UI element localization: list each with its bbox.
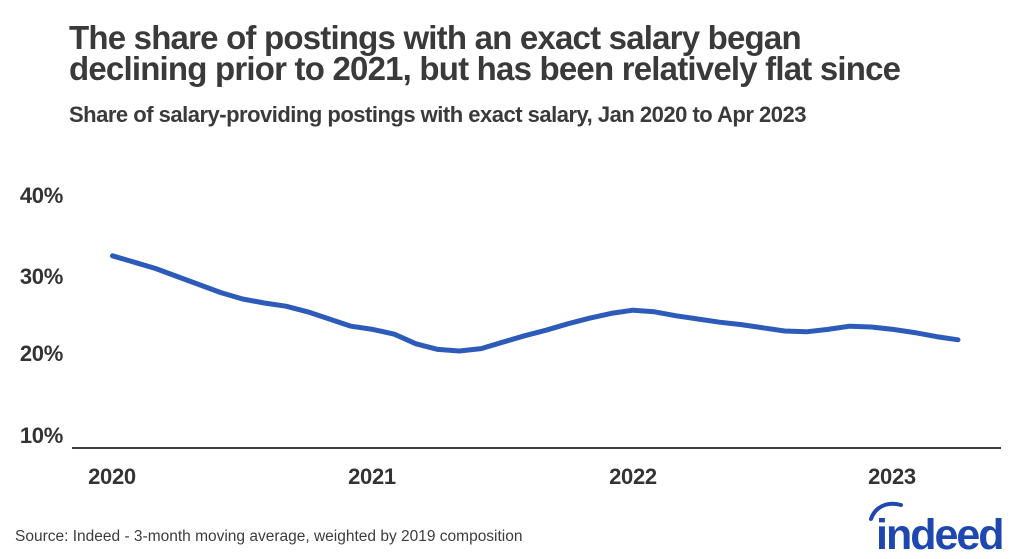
source-note: Source: Indeed - 3-month moving average,… bbox=[15, 528, 523, 545]
chart-title-line1: The share of postings with an exact sala… bbox=[69, 19, 802, 56]
chart-title-line2: declining prior to 2021, but has been re… bbox=[69, 50, 901, 87]
y-axis-tick-10: 10% bbox=[20, 423, 63, 448]
x-axis-tick-2022: 2022 bbox=[609, 464, 657, 489]
y-axis-tick-40: 40% bbox=[20, 183, 63, 208]
x-axis-tick-2021: 2021 bbox=[348, 464, 396, 489]
indeed-logo-text: indeed bbox=[876, 511, 1003, 555]
x-axis-tick-2023: 2023 bbox=[868, 464, 916, 489]
x-axis-tick-2020: 2020 bbox=[88, 464, 136, 489]
chart-subtitle: Share of salary-providing postings with … bbox=[69, 102, 806, 127]
salary-share-line bbox=[110, 253, 961, 354]
y-axis-tick-20: 20% bbox=[20, 341, 63, 366]
chart-title: The share of postings with an exact sala… bbox=[69, 19, 901, 87]
chart-header: The share of postings with an exact sala… bbox=[69, 19, 901, 128]
y-axis-tick-30: 30% bbox=[20, 264, 63, 289]
indeed-logo: indeed bbox=[869, 501, 1005, 555]
indeed-logo-arc-icon bbox=[869, 501, 903, 521]
